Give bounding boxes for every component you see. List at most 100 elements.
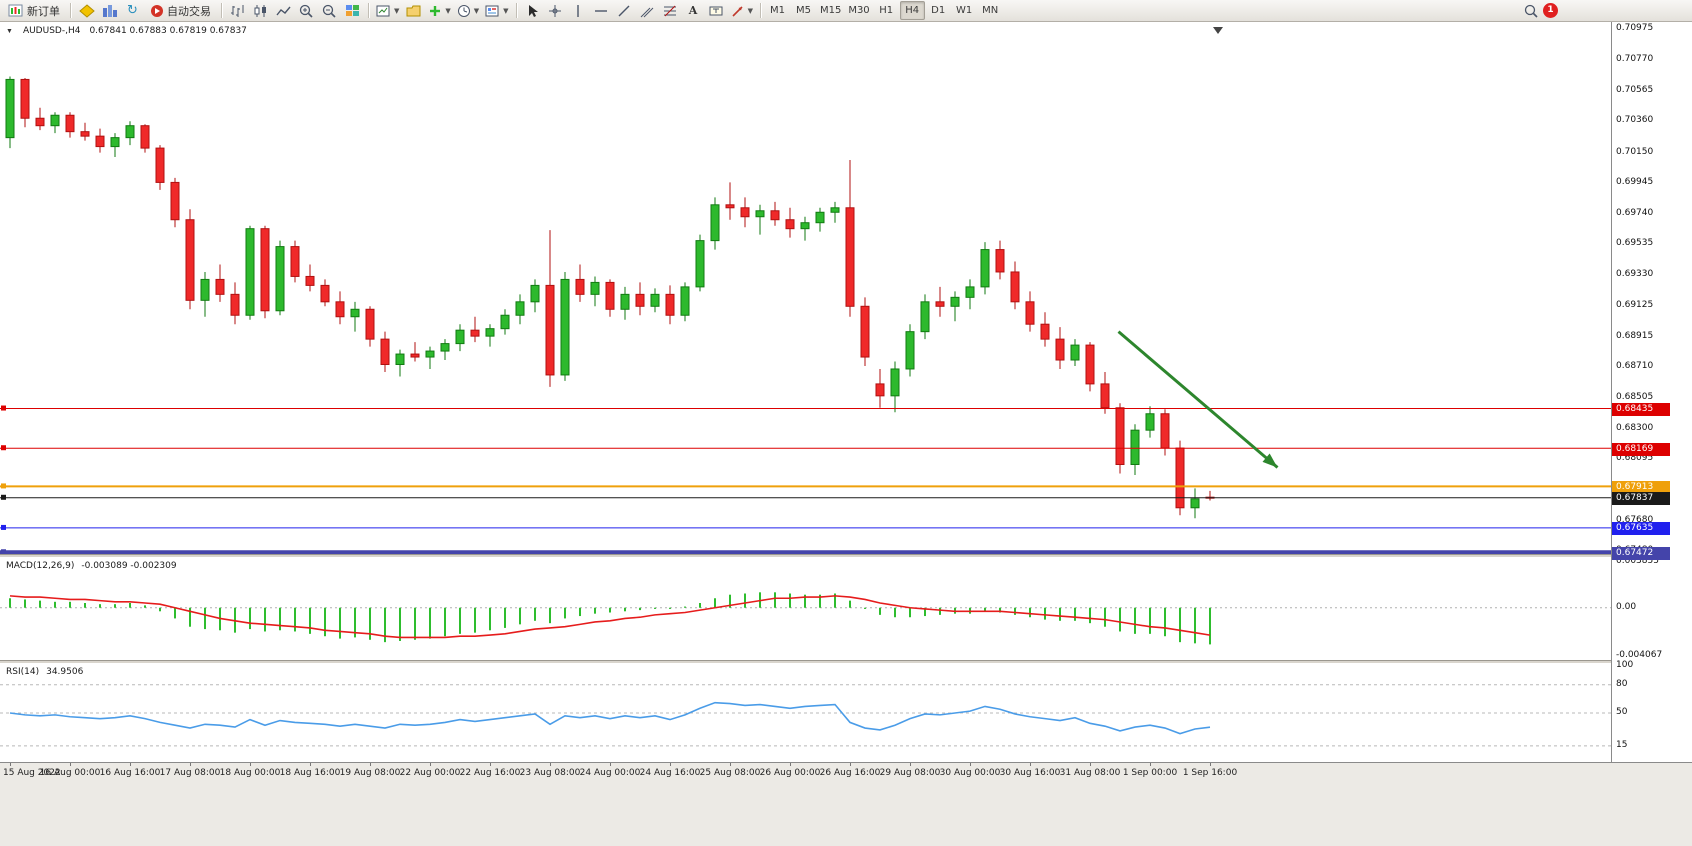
candlestick-mode-button[interactable] <box>249 1 272 20</box>
trend-arrow-head[interactable] <box>1262 453 1278 468</box>
rsi-scale-tick: 50 <box>1616 707 1628 717</box>
candle-body <box>1130 429 1140 465</box>
time-axis[interactable]: 15 Aug 2022 16 Aug 00:00 16 Aug 16:00 17 Au… <box>0 762 1692 846</box>
zoom-in-icon <box>299 4 313 18</box>
toolbar-separator <box>759 3 761 18</box>
price-scale[interactable]: 0.70975 0.70770 0.70565 0.70360 0.70150 0.699… <box>1611 22 1692 762</box>
time-axis-label: 1 Sep 00:00 <box>1122 768 1178 778</box>
text-label-tool-button[interactable] <box>705 1 728 20</box>
candle-body <box>995 249 1005 273</box>
price-chart-panel[interactable]: ▼ AUDUSD-,H4 0.67841 0.67883 0.67819 0.6… <box>0 22 1611 554</box>
time-axis-label: 17 Aug 08:00 <box>159 768 221 778</box>
market-watch-button[interactable] <box>98 1 121 20</box>
price-chart[interactable] <box>0 22 1611 554</box>
profiles-menu-button[interactable] <box>402 1 425 20</box>
time-axis-tick <box>370 763 371 766</box>
panel-separator[interactable] <box>0 660 1692 664</box>
tile-windows-button[interactable] <box>341 1 364 20</box>
autotrading-button[interactable]: 自动交易 <box>144 1 217 20</box>
time-axis-label: 26 Aug 16:00 <box>819 768 881 778</box>
vertical-line-tool-button[interactable] <box>567 1 590 20</box>
chart-symbol-period: AUDUSD-,H4 <box>22 26 81 36</box>
candle-body <box>275 246 285 312</box>
timeframe-m1-button[interactable]: M1 <box>765 1 790 20</box>
price-scale-tick: 0.69740 <box>1616 207 1654 218</box>
crosshair-tool-button[interactable] <box>544 1 567 20</box>
bar-chart-mode-button[interactable] <box>226 1 249 20</box>
chart-shift-marker[interactable] <box>1213 27 1223 34</box>
toolbar-separator <box>515 3 517 18</box>
chevron-down-icon: ▼ <box>394 6 400 15</box>
text-label-icon <box>709 6 723 15</box>
time-axis-tick <box>670 763 671 766</box>
trend-arrow-line[interactable] <box>1117 330 1279 469</box>
timeframe-d1-button[interactable]: D1 <box>926 1 951 20</box>
zoom-in-button[interactable] <box>295 1 318 20</box>
line-handle[interactable] <box>1 445 6 451</box>
candle-body <box>545 284 555 376</box>
timeframe-m30-button[interactable]: M30 <box>845 1 872 20</box>
line-handle[interactable] <box>1 483 6 489</box>
price-scale-tick: 0.70975 <box>1616 23 1654 34</box>
strategy-tester-button[interactable]: ↻ <box>121 1 144 20</box>
horizontal-line-tool-button[interactable] <box>590 1 613 20</box>
search-button[interactable] <box>1520 1 1543 20</box>
time-axis-tick <box>550 763 551 766</box>
time-axis-tick <box>250 763 251 766</box>
periods-menu-button[interactable]: ▼ <box>454 1 482 20</box>
templates-icon <box>485 5 499 16</box>
indicators-menu-button[interactable]: ▼ <box>425 1 453 20</box>
trendline-tool-button[interactable] <box>613 1 636 20</box>
candle-body <box>740 207 750 218</box>
line-handle[interactable] <box>1 405 6 411</box>
timeframe-h4-button[interactable]: H4 <box>899 1 925 20</box>
one-click-trading-toggle[interactable]: ▼ <box>6 27 13 35</box>
candle-body <box>365 308 375 340</box>
timeframe-mn-button[interactable]: MN <box>978 1 1003 20</box>
fibonacci-icon <box>663 5 676 16</box>
line-handle[interactable] <box>1 494 6 500</box>
new-order-label: 新订单 <box>27 4 60 18</box>
line-handle[interactable] <box>1 549 6 554</box>
chart-ohlc-values: 0.67841 0.67883 0.67819 0.67837 <box>89 26 247 36</box>
line-handle[interactable] <box>1 524 6 530</box>
price-line-label: 0.67472 <box>1612 546 1670 560</box>
rsi-chart <box>0 684 1611 747</box>
time-axis-label: 15 Aug 2022 <box>3 768 61 778</box>
candle-body <box>1145 413 1155 431</box>
candle-body <box>5 78 15 139</box>
candlestick-chart-icon <box>254 4 266 17</box>
line-chart-mode-button[interactable] <box>272 1 295 20</box>
line-chart-icon <box>276 6 291 15</box>
candle-body <box>260 228 270 312</box>
arrows-menu-button[interactable]: ▼ <box>728 1 756 20</box>
timeframe-m5-button[interactable]: M5 <box>791 1 816 20</box>
macd-panel[interactable]: MACD(12,26,9) -0.003089 -0.002309 <box>0 558 1611 660</box>
candle-body <box>185 219 195 301</box>
new-chart-menu-button[interactable]: ▼ <box>373 1 402 20</box>
time-axis-tick <box>970 763 971 766</box>
timeframe-h1-button[interactable]: H1 <box>874 1 899 20</box>
timeframe-w1-button[interactable]: W1 <box>952 1 977 20</box>
time-axis-label: 30 Aug 16:00 <box>999 768 1061 778</box>
timeframe-m15-button[interactable]: M15 <box>817 1 844 20</box>
cursor-tool-button[interactable] <box>521 1 544 20</box>
rsi-panel[interactable]: RSI(14) 34.9506 <box>0 664 1611 762</box>
candle-body <box>710 204 720 242</box>
notification-badge[interactable]: 1 <box>1543 3 1558 18</box>
candle-body <box>485 328 495 337</box>
text-tool-button[interactable]: A <box>682 1 705 20</box>
candle-body <box>1190 498 1200 509</box>
toolbar-separator <box>368 3 369 18</box>
candle-body <box>140 125 150 149</box>
new-order-button[interactable]: 新订单 <box>2 1 66 20</box>
channel-tool-button[interactable] <box>636 1 659 20</box>
templates-menu-button[interactable]: ▼ <box>482 1 511 20</box>
panel-separator[interactable] <box>0 554 1692 558</box>
fibonacci-tool-button[interactable] <box>659 1 682 20</box>
tile-windows-icon <box>346 4 359 16</box>
candle-body <box>800 222 810 230</box>
time-axis-tick <box>130 763 131 766</box>
zoom-out-button[interactable] <box>318 1 341 20</box>
metaeditor-button[interactable] <box>75 1 98 20</box>
